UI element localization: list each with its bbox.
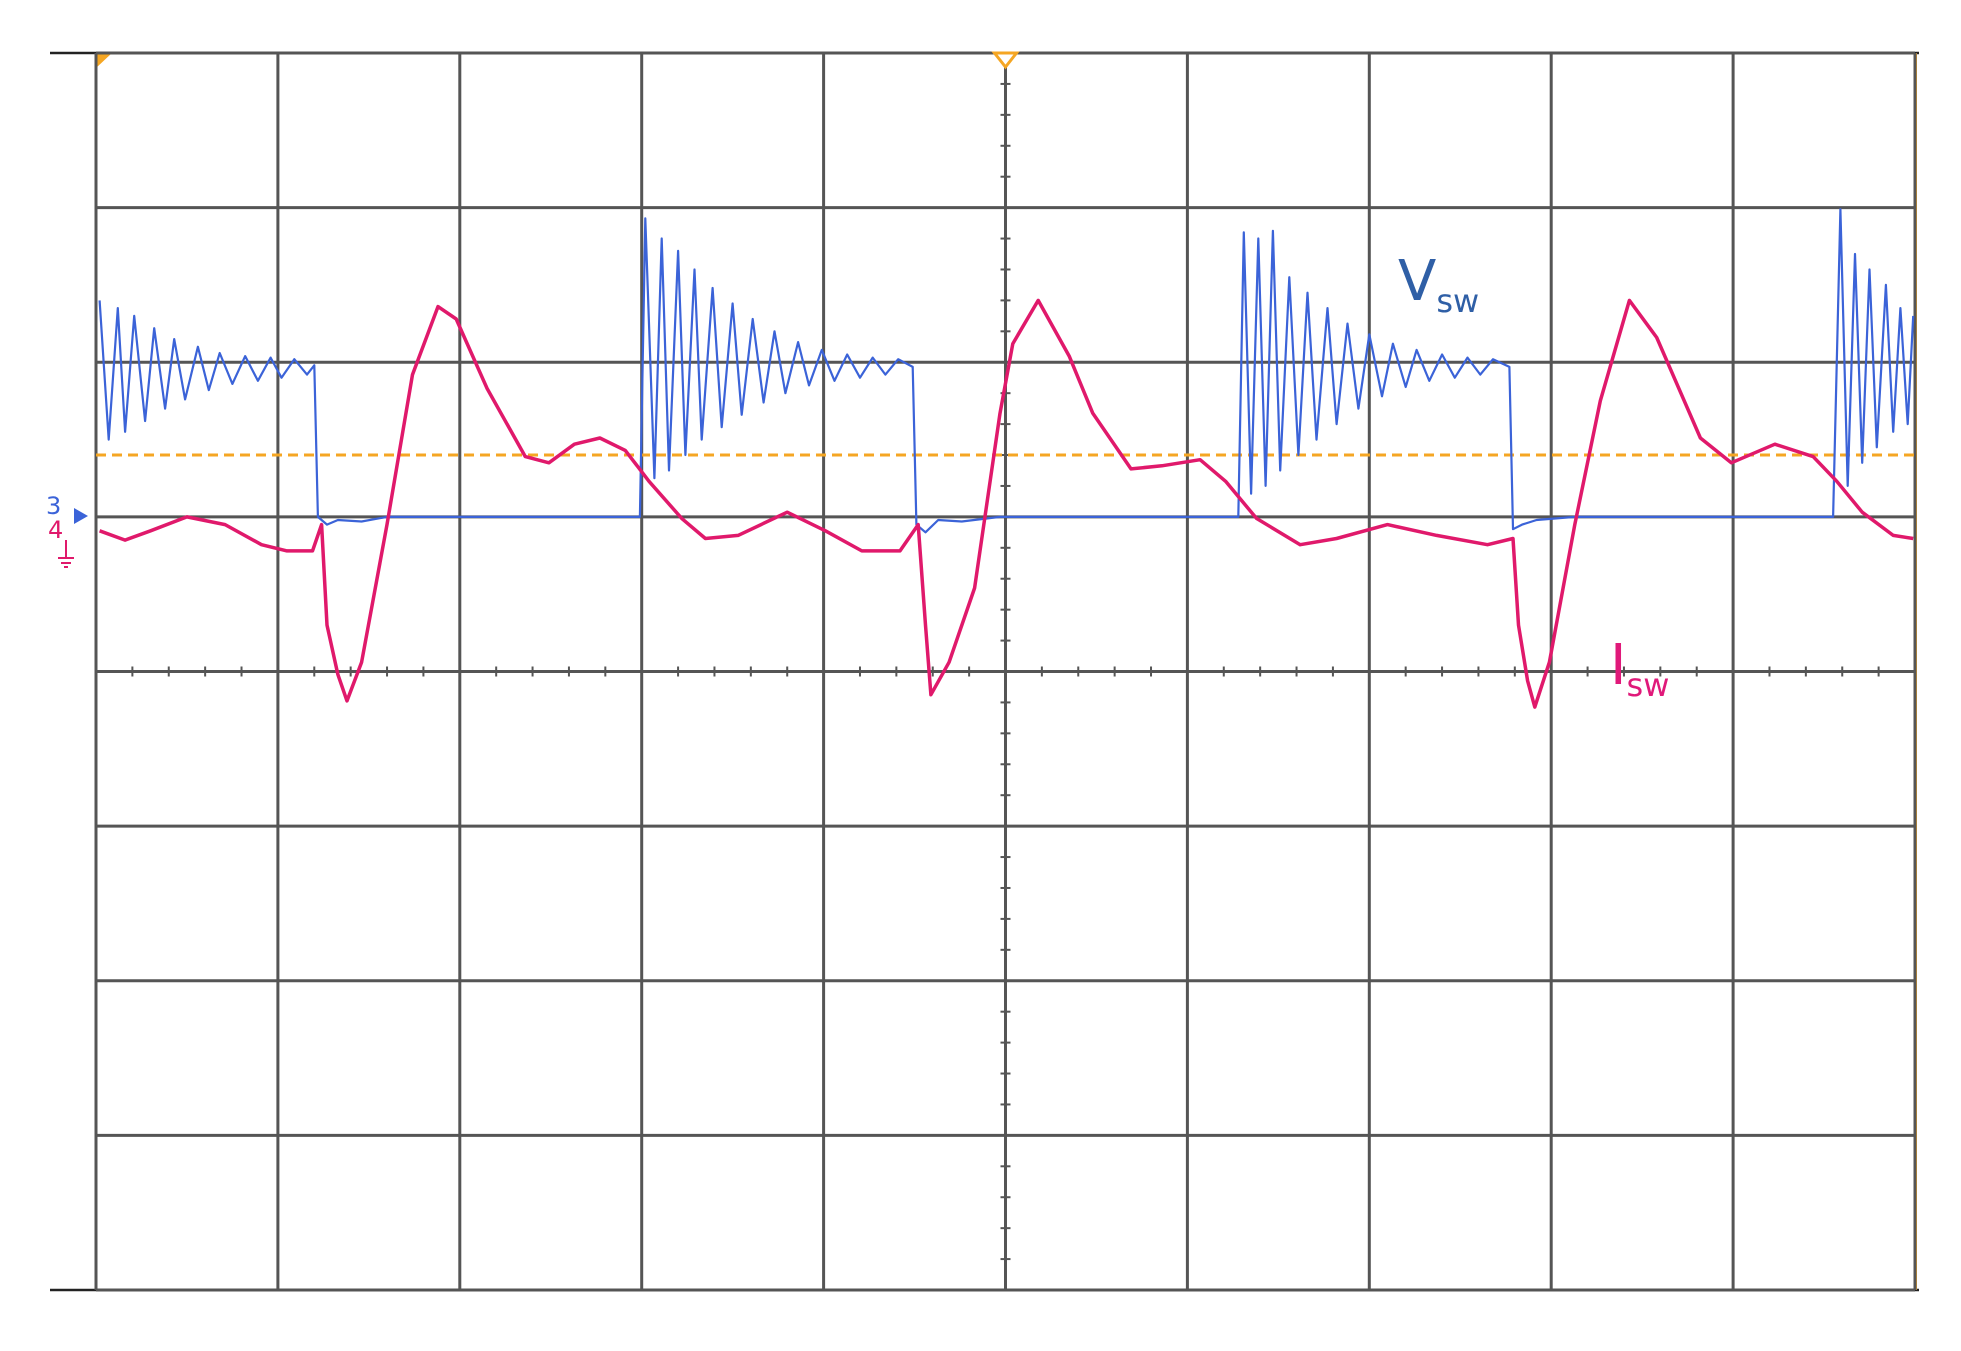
- channel-markers: 3 4: [46, 492, 88, 568]
- trace: [99, 298, 1914, 709]
- channel-marker: 3: [46, 492, 61, 520]
- label-sub: sw: [1436, 282, 1479, 320]
- trace: [98, 208, 1915, 534]
- trace-label: Isw: [1610, 633, 1669, 704]
- trigger-position: [991, 51, 1020, 70]
- label-main: I: [1610, 633, 1627, 698]
- channel-arrow: [74, 508, 88, 524]
- label-sub: sw: [1627, 666, 1670, 704]
- trace-label: Vsw: [1398, 249, 1479, 320]
- channel-marker: 4: [48, 516, 63, 544]
- ground-symbol: [58, 540, 74, 568]
- corner-marker: [96, 53, 112, 68]
- label-main: V: [1398, 249, 1436, 314]
